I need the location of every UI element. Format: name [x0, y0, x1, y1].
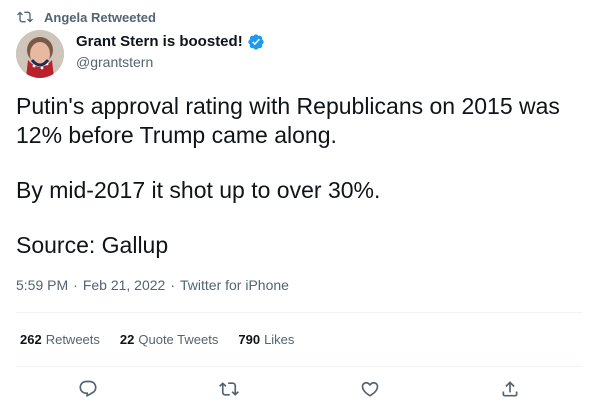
- like-button[interactable]: [358, 377, 382, 401]
- retweet-button[interactable]: [217, 377, 241, 401]
- quote-tweets-label: Quote Tweets: [138, 332, 219, 347]
- retweet-icon: [17, 11, 33, 23]
- meta-separator: ·: [73, 277, 78, 293]
- tweet-paragraph: Source: Gallup: [16, 232, 169, 258]
- divider: [16, 366, 582, 367]
- quote-tweets-count: 22: [119, 332, 135, 347]
- divider: [16, 312, 582, 313]
- likes-label: Likes: [264, 332, 295, 347]
- retweet-icon: [219, 382, 239, 396]
- likes-count: 790: [238, 332, 261, 347]
- social-context[interactable]: Angela Retweeted: [17, 8, 156, 26]
- retweets-label: Retweets: [45, 332, 100, 347]
- tweet-text: Putin's approval rating with Republicans…: [16, 92, 582, 260]
- share-button[interactable]: [498, 377, 522, 401]
- tweet-author: Grant Stern is boosted! @grantstern: [16, 30, 265, 78]
- avatar-image: [16, 30, 64, 78]
- tweet-time[interactable]: 5:59 PM: [16, 277, 69, 293]
- retweeted-by-label: Angela Retweeted: [44, 9, 156, 25]
- verified-badge-icon: [248, 33, 264, 50]
- avatar[interactable]: [16, 30, 64, 78]
- retweets-stat[interactable]: 262 Retweets: [20, 332, 100, 347]
- display-name[interactable]: Grant Stern is boosted!: [76, 33, 243, 50]
- engagement-stats: 262 Retweets 22 Quote Tweets 790 Likes: [20, 332, 314, 347]
- meta-separator: ·: [170, 277, 175, 293]
- retweets-count: 262: [20, 332, 42, 347]
- likes-stat[interactable]: 790 Likes: [238, 332, 294, 347]
- author-text: Grant Stern is boosted! @grantstern: [76, 31, 265, 70]
- share-icon: [502, 381, 518, 397]
- reply-button[interactable]: [76, 377, 100, 401]
- quote-tweets-stat[interactable]: 22 Quote Tweets: [120, 332, 218, 347]
- like-icon: [361, 381, 379, 397]
- tweet-source[interactable]: Twitter for iPhone: [180, 277, 289, 293]
- tweet-meta: 5:59 PM · Feb 21, 2022 · Twitter for iPh…: [16, 277, 289, 293]
- reply-icon: [79, 380, 97, 398]
- action-bar: [16, 374, 582, 404]
- name-row: Grant Stern is boosted!: [76, 31, 265, 53]
- tweet-paragraph: Putin's approval rating with Republicans…: [16, 93, 560, 148]
- tweet-paragraph: By mid-2017 it shot up to over 30%.: [16, 177, 381, 203]
- tweet-date[interactable]: Feb 21, 2022: [82, 277, 166, 293]
- handle[interactable]: @grantstern: [76, 53, 154, 70]
